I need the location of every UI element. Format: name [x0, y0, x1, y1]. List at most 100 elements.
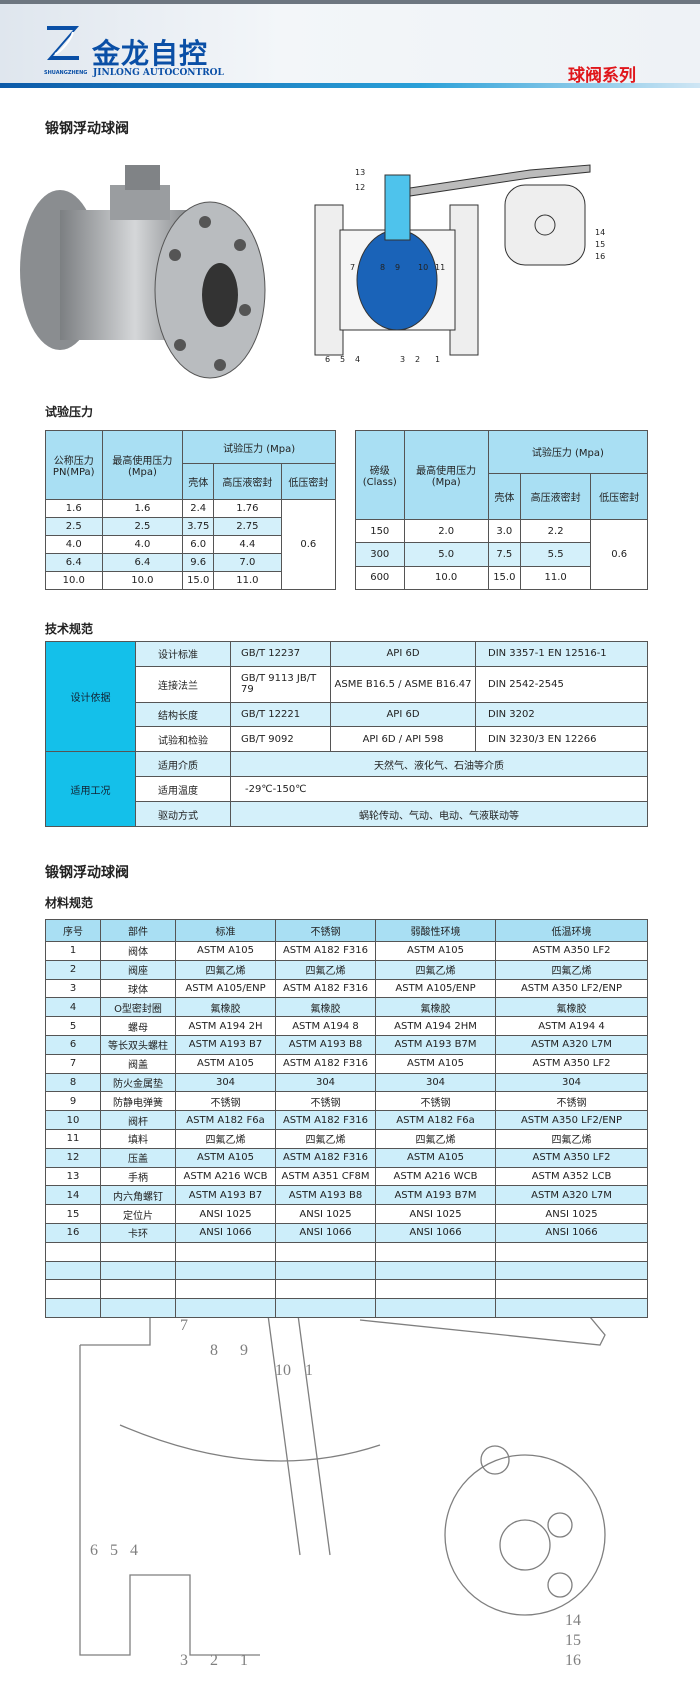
table-cell: ASTM A105: [375, 1147, 496, 1168]
drawing-label: 1: [305, 1362, 313, 1379]
table-cell: ASTM A105: [375, 941, 496, 961]
table-cell: 6.0: [182, 535, 215, 554]
table-cell: 驱动方式: [135, 801, 231, 827]
drawing-label: 9: [240, 1342, 248, 1359]
table-cell: 10: [45, 1110, 101, 1130]
table-cell: 2.5: [101, 517, 184, 536]
header-cell: 低压密封: [590, 472, 648, 521]
table-cell: 2.5: [45, 517, 103, 536]
table-cell: 10.0: [45, 571, 103, 590]
table-cell: 2.2: [519, 519, 592, 544]
table-cell: 弱酸性环境: [375, 919, 496, 942]
table-row: 7 阀盖 ASTM A105 ASTM A182 F316 ASTM A105 ASTM …: [45, 1053, 648, 1074]
table-row: 8 防火金属垫 304 304 304 304: [45, 1072, 648, 1093]
table-row: 设计依据 设计标准 GB/T 12237 API 6D DIN 3357-1 EN 12…: [45, 640, 648, 753]
table-cell: ASTM A350 LF2: [495, 1053, 648, 1074]
table-cell: ANSI 1025: [495, 1204, 648, 1224]
table-cell: ASTM A193 B7: [175, 1034, 276, 1055]
table-cell: ASTM A194 2H: [175, 1016, 276, 1036]
valve-photo: [20, 165, 266, 379]
drawing-label: 8: [210, 1342, 218, 1359]
table-cell: [275, 1241, 376, 1262]
drawing-label: 2: [210, 1652, 218, 1669]
table-cell: GB/T 12237: [230, 641, 331, 667]
table-cell: 四氟乙烯: [495, 959, 648, 980]
table-cell: 2: [45, 959, 101, 980]
table-cell: 9: [45, 1091, 101, 1112]
table-cell: [100, 1241, 176, 1262]
drawing-label: 3: [180, 1652, 188, 1669]
diagram-label: 7: [350, 263, 355, 272]
table-cell: ASTM A194 2HM: [375, 1016, 496, 1036]
drawing-label: 14: [565, 1612, 581, 1629]
table-cell: ASTM A352 LCB: [495, 1166, 648, 1187]
table-cell: ANSI 1066: [495, 1222, 648, 1243]
table-cell: 阀盖: [100, 1053, 176, 1074]
table-cell: 2.0: [403, 519, 489, 544]
table-cell: [100, 1298, 176, 1318]
table-row: 2 阀座 四氟乙烯 四氟乙烯 四氟乙烯 四氟乙烯: [45, 959, 648, 980]
table-cell: 5.5: [519, 542, 592, 567]
table-cell: 2.75: [213, 517, 282, 536]
table-cell: 4: [45, 997, 101, 1018]
diagram-label: 5: [340, 355, 345, 364]
diagram-label: 1: [435, 355, 440, 364]
series-title: 球阀系列: [568, 66, 636, 86]
table-row: 结构长度 GB/T 12221 API 6D DIN 3202: [46, 701, 648, 728]
diagram-label: 9: [395, 263, 400, 272]
table-cell: 试验和检验: [135, 726, 231, 753]
table-cell: 6: [45, 1034, 101, 1055]
header-cell: 磅级 (Class): [355, 429, 405, 521]
header-cell: 壳体: [487, 472, 521, 521]
table-cell: [45, 1279, 101, 1300]
table-row: 2.5 2.5 3.75 2.75: [45, 517, 336, 536]
drawing-label: 16: [565, 1652, 581, 1669]
table-cell: 四氟乙烯: [175, 959, 276, 980]
table-cell: ASTM A105: [175, 941, 276, 961]
table-cell: 4.0: [101, 535, 184, 554]
table-cell: 11.0: [213, 571, 282, 590]
table-cell: 3.75: [182, 517, 215, 536]
table-row: 14 内六角螺钉 ASTM A193 B7 ASTM A193 B8 ASTM A193…: [45, 1185, 648, 1206]
table-row: 11 填料 四氟乙烯 四氟乙烯 四氟乙烯 四氟乙烯: [45, 1128, 648, 1149]
table-cell: GB/T 9113 JB/T 79: [230, 665, 331, 703]
table-cell: ASTM A216 WCB: [375, 1166, 496, 1187]
table-cell: 5.0: [403, 542, 489, 567]
diagram-label: 14: [595, 228, 605, 237]
table-row: 适用工况 适用介质 天然气、液化气、石油等介质: [45, 751, 648, 827]
table-cell: 304: [375, 1072, 496, 1093]
table-cell: API 6D: [330, 641, 476, 667]
diagram-label: 13: [355, 168, 365, 177]
table-cell: 1.6: [101, 499, 184, 518]
table-cell: 不锈钢: [375, 1091, 496, 1112]
table-cell: 设计标准: [135, 641, 231, 667]
drawing-label: 15: [565, 1632, 581, 1649]
table-cell: 3.0: [487, 519, 521, 544]
table-cell: [495, 1298, 648, 1318]
table-cell: 6.4: [45, 553, 103, 572]
table-row: 150 2.0 3.0 2.2 0.6: [355, 519, 648, 590]
drawing-label: 5: [110, 1542, 118, 1559]
table-cell: 4.0: [45, 535, 103, 554]
valve-section-diagram: 13 12 7 8 9 10 11 6 5 4 3 2 1 14 15 16: [314, 164, 605, 364]
table-row: 驱动方式 蜗轮传动、气动、电动、气液联动等: [46, 801, 648, 827]
drawing-label: 7: [180, 1317, 188, 1334]
table-row: 6 等长双头螺柱 ASTM A193 B7 ASTM A193 B8 ASTM A193…: [45, 1034, 648, 1055]
table-cell: 304: [175, 1072, 276, 1093]
table-cell: ASTM A182 F6a: [375, 1110, 496, 1130]
materials-title: 材料规范: [45, 896, 94, 910]
table-cell: ASTM A193 B8: [275, 1185, 376, 1206]
table-cell: [175, 1279, 276, 1300]
table-cell: [375, 1260, 496, 1281]
table-row: 12 压盖 ASTM A105 ASTM A182 F316 ASTM A105 ASTM…: [45, 1147, 648, 1168]
table-cell: [495, 1241, 648, 1262]
table-cell: 2.4: [182, 499, 215, 518]
table-cell: ASTM A320 L7M: [495, 1185, 648, 1206]
brand-english: JINLONG AUTOCONTROL: [93, 68, 224, 78]
table-cell: 四氟乙烯: [275, 1128, 376, 1149]
table-cell: 9.6: [182, 553, 215, 572]
table-cell: 304: [495, 1072, 648, 1093]
spec-table: 设计依据 设计标准 GB/T 12237 API 6D DIN 3357-1 EN 12…: [45, 640, 648, 827]
table-cell: ASTM A193 B7M: [375, 1034, 496, 1055]
diagram-label: 4: [355, 355, 360, 364]
